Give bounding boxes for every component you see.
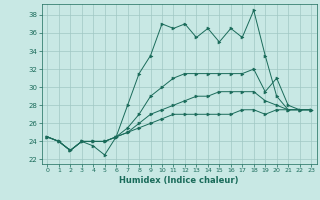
X-axis label: Humidex (Indice chaleur): Humidex (Indice chaleur) xyxy=(119,176,239,185)
